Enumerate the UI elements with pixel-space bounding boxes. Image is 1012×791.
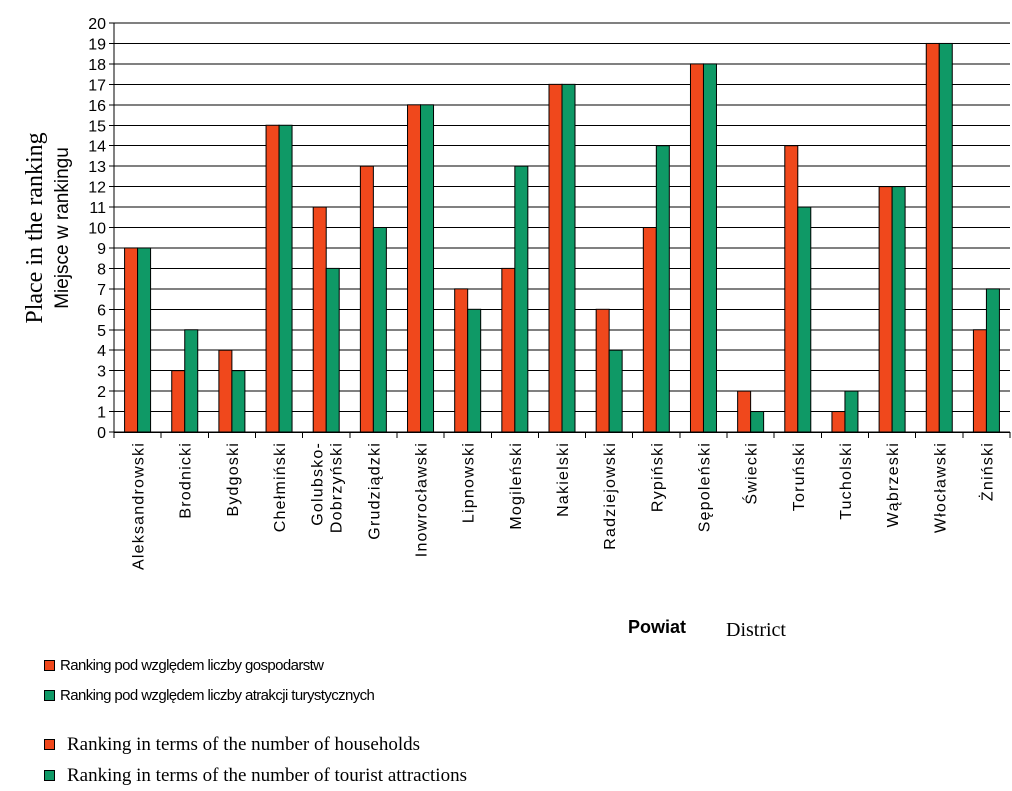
- bar-attractions: [750, 411, 765, 433]
- legend-label: Ranking pod względem liczby gospodarstw: [60, 656, 324, 674]
- legend-english: Ranking in terms of the number of househ…: [44, 729, 467, 791]
- bar-attractions: [938, 42, 953, 433]
- y-tick-label: 11: [89, 200, 106, 217]
- y-axis-title-pl: Miejsce w rankingu: [52, 147, 73, 309]
- y-tick-label: 20: [88, 16, 106, 33]
- x-tick-label: Świecki: [742, 442, 761, 505]
- y-tick-label: 17: [88, 77, 106, 94]
- bar-attractions: [655, 145, 670, 433]
- bar-households: [642, 227, 657, 433]
- bar-attractions: [891, 186, 906, 433]
- bar-households: [407, 104, 422, 433]
- bar-households: [737, 390, 752, 433]
- x-tick-label: Sępoleński: [696, 442, 713, 532]
- legend-label: Ranking pod względem liczby atrakcji tur…: [60, 686, 375, 704]
- x-tick-label: Aleksandrowski: [131, 442, 148, 570]
- x-tick-label: Mogileński: [508, 442, 525, 530]
- y-tick-label: 6: [97, 302, 106, 319]
- bar-attractions: [372, 227, 387, 433]
- bar-attractions: [420, 104, 435, 433]
- bar-attractions: [797, 206, 812, 433]
- y-tick-label: 14: [88, 139, 106, 156]
- bar-households: [548, 83, 563, 433]
- y-tick-label: 4: [97, 343, 106, 360]
- legend-label: Ranking in terms of the number of touris…: [67, 764, 467, 786]
- legend-polish: Ranking pod względem liczby gospodarstw …: [44, 650, 375, 710]
- bar-households: [831, 411, 846, 433]
- bar-households: [972, 329, 987, 433]
- bar-attractions: [702, 63, 717, 433]
- y-axis-title-en: Place in the ranking: [22, 132, 48, 323]
- y-tick-label: 16: [88, 98, 106, 115]
- y-tick-label: 1: [97, 405, 106, 422]
- x-axis-title-en: District: [726, 619, 786, 640]
- x-tick-label: Golubsko-: [310, 442, 327, 526]
- legend-swatch-households: [44, 739, 55, 750]
- y-tick-label: 3: [97, 364, 106, 381]
- x-tick-label: Chełmiński: [272, 442, 289, 532]
- bar-attractions: [467, 308, 482, 433]
- bar-attractions: [137, 247, 152, 433]
- x-tick-label: Tucholski: [838, 442, 855, 520]
- legend-item-attractions-en: Ranking in terms of the number of touris…: [44, 760, 467, 791]
- x-tick-label: Włocławski: [932, 442, 949, 533]
- x-tick-label: Radziejowski: [602, 442, 619, 550]
- y-tick-label: 15: [88, 118, 106, 135]
- bar-households: [925, 42, 940, 433]
- y-tick-label: 12: [88, 180, 106, 197]
- bar-households: [501, 267, 516, 433]
- y-tick-label: 5: [97, 323, 106, 340]
- legend-swatch-households: [44, 659, 55, 671]
- bar-attractions: [278, 124, 293, 433]
- x-tick-label: Nakielski: [555, 442, 572, 517]
- y-tick-label: 9: [97, 241, 106, 258]
- y-tick-label: 19: [88, 36, 106, 53]
- y-tick-label: 8: [97, 261, 106, 278]
- x-tick-label: Bydgoski: [225, 442, 242, 517]
- bar-households: [689, 63, 704, 433]
- x-tick-label: Żniński: [977, 442, 996, 501]
- bar-attractions: [514, 165, 529, 433]
- legend-swatch-attractions: [44, 770, 55, 781]
- bar-attractions: [561, 83, 576, 433]
- bar-households: [312, 206, 327, 433]
- legend-item-households-pl: Ranking pod względem liczby gospodarstw: [44, 650, 374, 680]
- bar-households: [878, 186, 893, 433]
- bar-households: [784, 145, 799, 433]
- y-tick-label: 0: [97, 425, 106, 442]
- x-tick-label: Dobrzyński: [329, 442, 346, 533]
- y-tick-label: 10: [88, 221, 106, 238]
- y-tick-label: 2: [97, 384, 106, 401]
- x-axis-title-pl: Powiat: [628, 617, 686, 637]
- bar-households: [124, 247, 139, 433]
- bar-households: [171, 370, 186, 433]
- bar-households: [359, 165, 374, 433]
- bar-households: [454, 288, 469, 433]
- bar-households: [265, 124, 280, 433]
- y-tick-label: 18: [88, 57, 106, 74]
- x-tick-label: Toruński: [791, 442, 808, 511]
- legend-item-attractions-pl: Ranking pod względem liczby atrakcji tur…: [44, 680, 375, 710]
- x-tick-label: Wąbrzeski: [885, 442, 902, 527]
- bar-attractions: [844, 390, 859, 433]
- bar-attractions: [325, 267, 340, 433]
- x-tick-label: Lipnowski: [461, 442, 478, 523]
- y-tick-label: 7: [97, 282, 106, 299]
- legend-label: Ranking in terms of the number of househ…: [67, 733, 421, 755]
- bar-chart: 01234567891011121314151617181920Aleksand…: [22, 16, 1011, 640]
- bar-attractions: [608, 349, 623, 433]
- x-tick-label: Rypiński: [649, 442, 666, 512]
- bar-households: [218, 349, 233, 433]
- legend-swatch-attractions: [44, 689, 55, 701]
- x-tick-label: Inowrocławski: [414, 442, 431, 557]
- bar-attractions: [985, 288, 1000, 433]
- bar-attractions: [231, 370, 246, 433]
- bar-households: [595, 308, 610, 433]
- y-tick-label: 13: [88, 159, 106, 176]
- legend-item-households-en: Ranking in terms of the number of househ…: [44, 729, 467, 760]
- x-tick-label: Brodnicki: [178, 442, 195, 519]
- bar-attractions: [184, 329, 199, 433]
- x-tick-label: Grudziądzki: [366, 442, 383, 540]
